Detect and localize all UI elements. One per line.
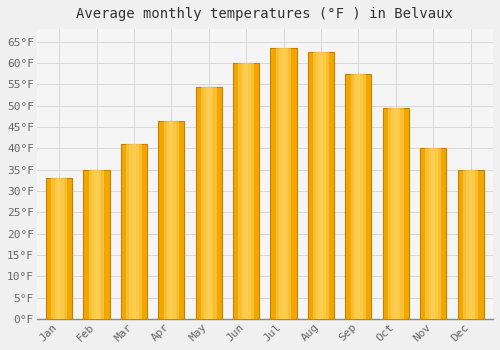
Bar bbox=[354, 74, 363, 319]
Bar bbox=[468, 170, 472, 319]
Bar bbox=[170, 121, 173, 319]
Bar bbox=[382, 108, 409, 319]
Bar bbox=[132, 144, 136, 319]
Bar bbox=[420, 148, 446, 319]
Bar bbox=[207, 86, 210, 319]
Bar bbox=[84, 170, 110, 319]
Bar bbox=[244, 63, 248, 319]
Bar bbox=[458, 170, 483, 319]
Bar bbox=[57, 178, 61, 319]
Bar bbox=[426, 148, 441, 319]
Bar bbox=[313, 52, 329, 319]
Bar bbox=[204, 86, 214, 319]
Bar bbox=[270, 48, 296, 319]
Bar bbox=[319, 52, 323, 319]
Bar bbox=[346, 74, 372, 319]
Title: Average monthly temperatures (°F ) in Belvaux: Average monthly temperatures (°F ) in Be… bbox=[76, 7, 454, 21]
Bar bbox=[463, 170, 478, 319]
Bar bbox=[158, 121, 184, 319]
Bar bbox=[279, 48, 288, 319]
Bar bbox=[167, 121, 176, 319]
Bar bbox=[88, 170, 104, 319]
Bar bbox=[201, 86, 216, 319]
Bar bbox=[276, 48, 291, 319]
Bar bbox=[242, 63, 251, 319]
Bar bbox=[356, 74, 360, 319]
Bar bbox=[94, 170, 98, 319]
Bar bbox=[282, 48, 286, 319]
Bar bbox=[428, 148, 438, 319]
Bar bbox=[308, 52, 334, 319]
Bar bbox=[164, 121, 179, 319]
Bar bbox=[126, 144, 142, 319]
Bar bbox=[121, 144, 147, 319]
Bar bbox=[350, 74, 366, 319]
Bar bbox=[54, 178, 64, 319]
Bar bbox=[394, 108, 398, 319]
Bar bbox=[391, 108, 400, 319]
Bar bbox=[316, 52, 326, 319]
Bar bbox=[466, 170, 475, 319]
Bar bbox=[431, 148, 435, 319]
Bar bbox=[238, 63, 254, 319]
Bar bbox=[130, 144, 138, 319]
Bar bbox=[196, 86, 222, 319]
Bar bbox=[92, 170, 101, 319]
Bar bbox=[388, 108, 404, 319]
Bar bbox=[52, 178, 67, 319]
Bar bbox=[46, 178, 72, 319]
Bar bbox=[233, 63, 260, 319]
